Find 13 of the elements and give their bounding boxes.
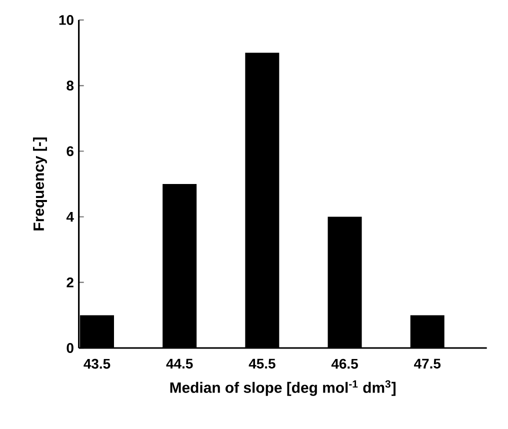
x-tick-label: 45.5 xyxy=(248,358,276,369)
y-tick-label: 8 xyxy=(66,80,74,91)
x-axis-title: Median of slope [deg mol$^{-1}$ dm$^{3}$] xyxy=(170,380,396,396)
x-tick-label: 47.5 xyxy=(414,358,441,369)
y-tick-label: 2 xyxy=(66,278,74,288)
y-tick-label: 4 xyxy=(66,212,74,222)
y-tick-label: 10 xyxy=(59,15,74,25)
x-tick-label: 44.5 xyxy=(166,358,193,369)
y-tick-label: 0 xyxy=(66,343,74,353)
y-tick-label: 6 xyxy=(66,146,74,156)
x-tick-label: 46.5 xyxy=(331,358,358,369)
y-axis-title: Frequency [-] xyxy=(33,138,47,230)
x-tick-label: 43.5 xyxy=(84,358,110,369)
